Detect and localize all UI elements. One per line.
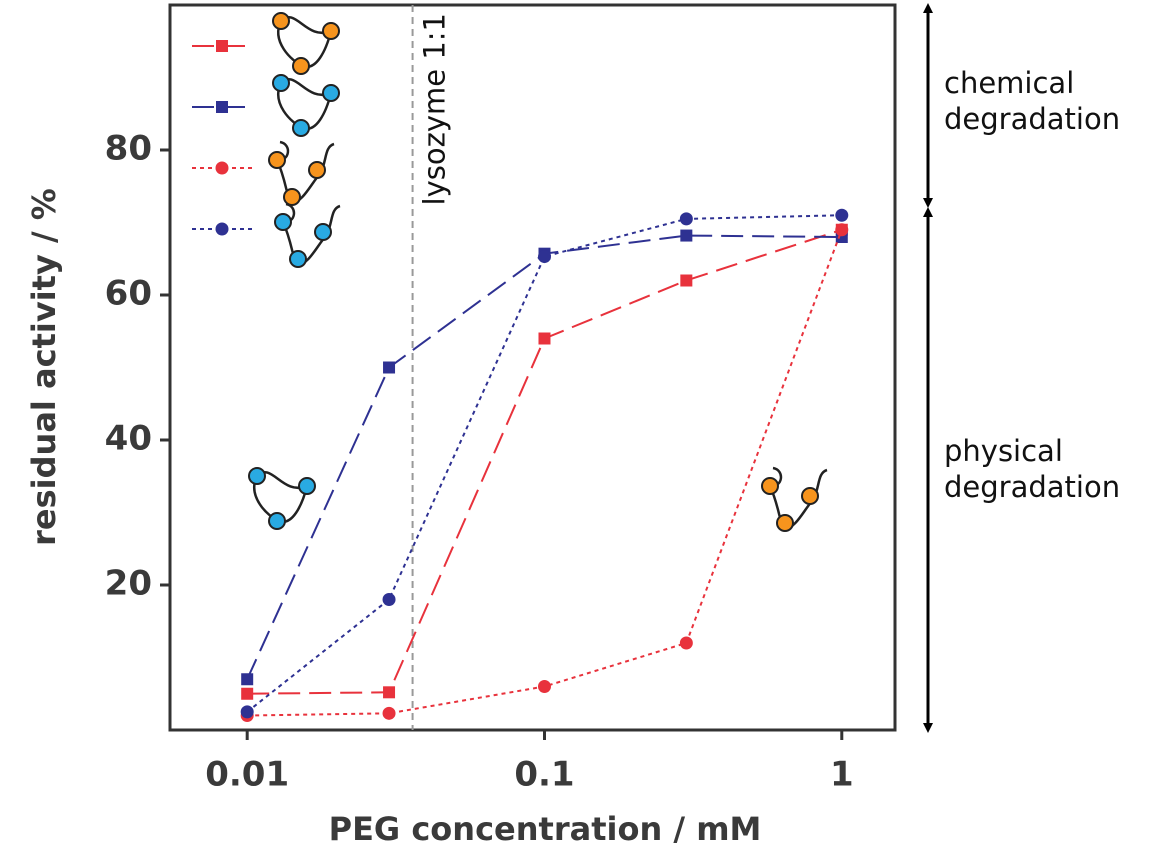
series-line (246, 214, 842, 713)
side-note: physical degradation (944, 434, 1120, 504)
y-tick-label: 80 (105, 129, 152, 169)
icon-bead (292, 119, 310, 137)
icon-bead (289, 250, 307, 268)
marker (537, 250, 551, 264)
icon-chain (277, 16, 333, 68)
x-tick-label: 0.1 (514, 755, 574, 795)
marker (835, 223, 849, 237)
icon-chain (253, 471, 309, 523)
icon-bead (268, 151, 286, 169)
marker (680, 274, 693, 287)
series-line (246, 234, 842, 680)
icon-bead (314, 223, 332, 241)
marker (216, 101, 228, 113)
icon-bead (272, 74, 290, 92)
y-tick-label: 20 (105, 564, 152, 604)
marker (216, 40, 228, 52)
icon-chain (277, 78, 333, 130)
plot-frame (168, 3, 897, 732)
side-note-line: degradation (944, 470, 1120, 504)
icon-bead (268, 512, 286, 530)
marker (679, 212, 693, 226)
side-note-line: physical (944, 434, 1063, 468)
series-line (247, 228, 843, 695)
side-note: chemical degradation (944, 66, 1120, 136)
marker (537, 680, 551, 693)
icon-bead (298, 477, 316, 495)
x-axis-label: PEG concentration / mM (329, 810, 762, 848)
marker (835, 208, 849, 222)
icons (248, 12, 828, 532)
marker (383, 361, 396, 374)
side-note-line: degradation (944, 102, 1120, 136)
side-note-line: chemical (944, 66, 1074, 100)
icon-bead (292, 57, 310, 75)
icon-bead (272, 12, 290, 30)
x-tick-label: 1 (830, 755, 854, 795)
icon-bead (776, 514, 794, 532)
icon-bead (761, 477, 779, 495)
marker (240, 705, 254, 719)
reference-label: lysozyme 1:1 (418, 13, 452, 205)
marker (680, 229, 693, 242)
marker (679, 636, 693, 650)
y-tick-label: 60 (105, 274, 152, 314)
y-tick-label: 40 (105, 419, 152, 459)
marker (383, 686, 396, 699)
icon-bead (322, 84, 340, 102)
marker (241, 687, 254, 700)
marker (538, 332, 551, 345)
icon-bead (274, 213, 292, 231)
series-line (247, 229, 843, 717)
icon-bead (322, 22, 340, 40)
marker (215, 161, 229, 175)
marker (241, 673, 254, 686)
x-tick-label: 0.01 (205, 755, 289, 795)
icon-bead (248, 467, 266, 485)
y-axis-label: residual activity / % (25, 188, 63, 546)
marker (382, 706, 396, 720)
marker (215, 222, 229, 236)
marker (382, 593, 396, 606)
icon-bead (801, 487, 819, 505)
icon-bead (308, 161, 326, 179)
icon-bead (283, 188, 301, 206)
